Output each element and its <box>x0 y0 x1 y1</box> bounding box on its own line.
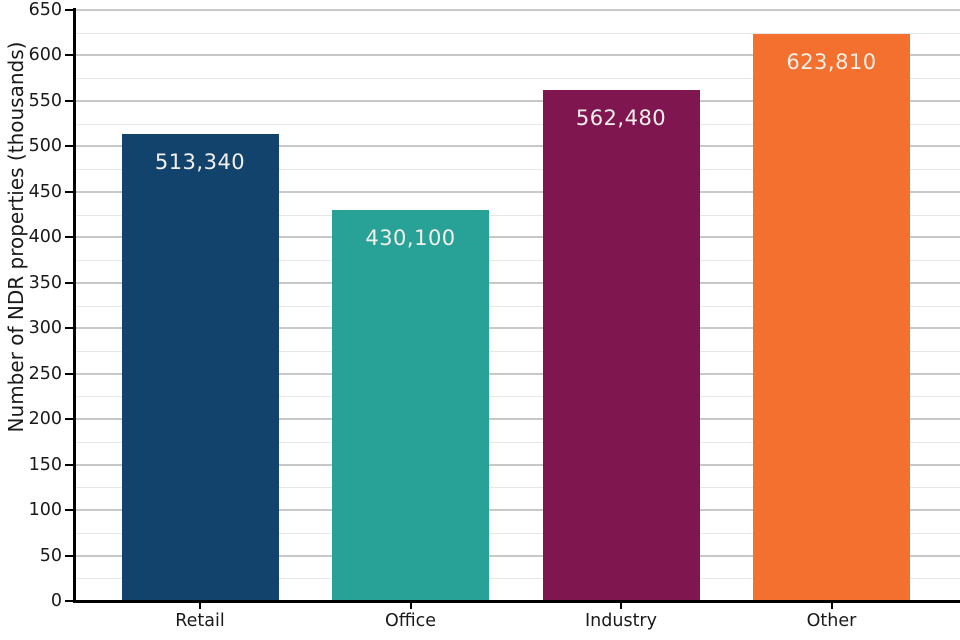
y-tick-mark <box>65 463 73 466</box>
y-tick-label: 550 <box>28 90 62 111</box>
y-tick-label: 450 <box>28 181 62 202</box>
y-tick-label: 50 <box>39 545 62 566</box>
bar-value-label: 562,480 <box>575 105 667 130</box>
major-gridline <box>76 54 960 57</box>
major-gridline <box>76 145 960 148</box>
minor-gridline <box>76 123 960 125</box>
major-gridline <box>76 554 960 557</box>
y-tick-mark <box>65 190 73 193</box>
y-tick-mark <box>65 372 73 375</box>
bar-value-label: 430,100 <box>365 225 456 250</box>
y-tick-mark <box>65 509 73 512</box>
y-tick-label: 100 <box>28 500 62 521</box>
x-tick-mark <box>830 603 833 609</box>
x-tick-label-office: Office <box>384 611 437 631</box>
x-tick-mark <box>620 603 622 609</box>
bar-industry: 562,480 <box>542 89 700 601</box>
y-tick-label: 600 <box>28 45 62 66</box>
major-gridline <box>76 190 960 193</box>
minor-gridline <box>76 487 960 489</box>
major-gridline <box>76 463 960 466</box>
y-tick-mark <box>65 600 73 602</box>
bar-value-label: 623,810 <box>786 49 877 74</box>
major-gridline <box>76 372 960 375</box>
plot-area: 513,340 430,100 562,480 623,810 <box>76 9 960 601</box>
major-gridline <box>76 9 960 11</box>
x-tick-mark <box>199 603 201 609</box>
y-tick-mark <box>65 99 73 102</box>
major-gridline <box>76 418 960 421</box>
major-gridline <box>76 281 960 284</box>
bar-value-label: 513,340 <box>154 150 246 175</box>
minor-gridline <box>76 214 960 216</box>
y-axis-line <box>73 8 76 603</box>
y-tick-label: 200 <box>28 409 62 430</box>
minor-gridline <box>76 396 960 398</box>
minor-gridline <box>76 78 960 80</box>
y-tick-mark <box>65 418 73 421</box>
y-tick-mark <box>65 9 73 11</box>
y-tick-mark <box>65 327 73 330</box>
bar-office: 430,100 <box>332 209 489 601</box>
y-tick-mark <box>65 554 73 557</box>
bar-retail: 513,340 <box>121 134 279 601</box>
x-tick-label-industry: Industry <box>585 611 657 631</box>
x-tick-label-retail: Retail <box>175 611 225 631</box>
bar-other: 623,810 <box>753 33 910 601</box>
minor-gridline <box>76 305 960 307</box>
minor-gridline <box>76 350 960 352</box>
y-tick-mark <box>65 281 73 284</box>
major-gridline <box>76 236 960 239</box>
y-tick-label: 650 <box>28 0 62 20</box>
y-tick-label: 0 <box>50 591 62 611</box>
y-tick-mark <box>65 54 73 57</box>
y-tick-mark <box>65 145 73 148</box>
y-tick-label: 500 <box>28 136 62 157</box>
major-gridline <box>76 327 960 330</box>
x-tick-label-other: Other <box>806 611 857 631</box>
y-tick-label: 350 <box>28 272 62 293</box>
y-tick-label: 150 <box>28 454 62 475</box>
x-axis-line <box>73 600 960 603</box>
major-gridline <box>76 99 960 102</box>
minor-gridline <box>76 578 960 580</box>
x-tick-mark <box>409 603 412 609</box>
minor-gridline <box>76 32 960 34</box>
minor-gridline <box>76 532 960 534</box>
minor-gridline <box>76 169 960 171</box>
y-tick-label: 300 <box>28 318 62 339</box>
minor-gridline <box>76 441 960 443</box>
minor-gridline <box>76 260 960 262</box>
major-gridline <box>76 509 960 512</box>
y-tick-label: 250 <box>28 363 62 384</box>
y-tick-mark <box>65 236 73 239</box>
y-tick-label: 400 <box>28 227 62 248</box>
